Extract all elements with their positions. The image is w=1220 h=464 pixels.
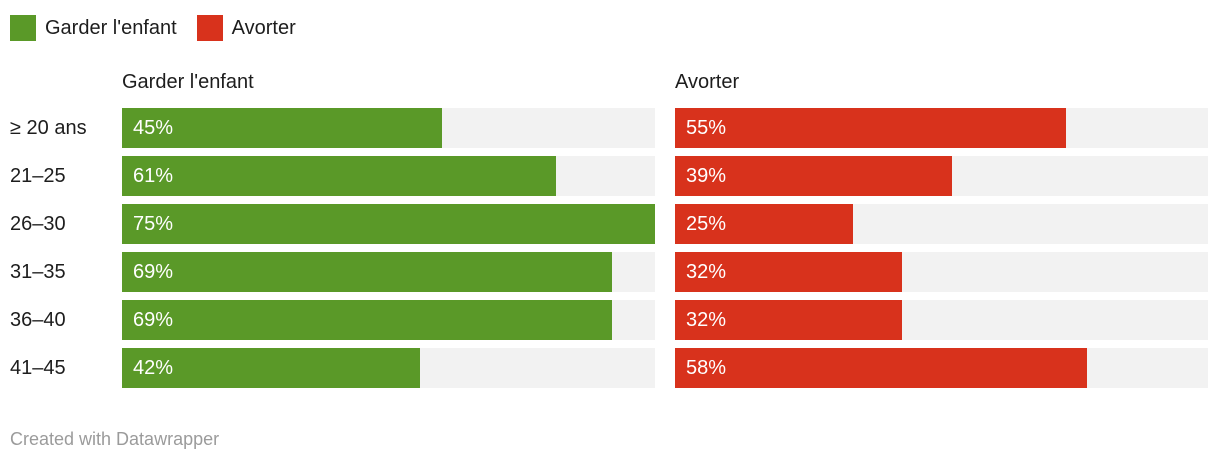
column-gap bbox=[655, 156, 675, 196]
legend-item-avorter: Avorter bbox=[196, 15, 296, 41]
column-gap bbox=[655, 108, 675, 148]
bar-track: 45% bbox=[122, 108, 655, 148]
bar-fill: 32% bbox=[675, 252, 903, 292]
column-gap bbox=[655, 300, 675, 340]
column-headers: Garder l'enfant Avorter bbox=[10, 70, 1208, 94]
column-header-avorter: Avorter bbox=[675, 71, 740, 93]
legend-item-garder: Garder l'enfant bbox=[10, 15, 177, 41]
bar-fill: 42% bbox=[122, 348, 421, 388]
bar-track: 69% bbox=[122, 300, 655, 340]
bar-fill: 75% bbox=[122, 204, 655, 244]
bar-track: 32% bbox=[675, 252, 1208, 292]
row-label: 41–45 bbox=[10, 356, 66, 379]
bar-track: 69% bbox=[122, 252, 655, 292]
bar-value-label: 55% bbox=[686, 116, 727, 139]
bar-track: 25% bbox=[675, 204, 1208, 244]
bar-value-label: 69% bbox=[133, 308, 174, 331]
bar-fill: 25% bbox=[675, 204, 853, 244]
bar-rows: ≥ 20 ans 45% 55% 21–25 61% 39% 26–30 75% 25% 31–3… bbox=[10, 108, 1208, 388]
bar-fill: 69% bbox=[122, 300, 613, 340]
bar-value-label: 45% bbox=[133, 116, 174, 139]
table-row: 21–25 61% 39% bbox=[10, 156, 1208, 196]
bar-track: 61% bbox=[122, 156, 655, 196]
column-header-garder: Garder l'enfant bbox=[122, 71, 254, 93]
footer: Created with Datawrapper bbox=[10, 428, 1208, 450]
bar-value-label: 75% bbox=[133, 212, 174, 235]
bar-track: 58% bbox=[675, 348, 1208, 388]
bar-track: 32% bbox=[675, 300, 1208, 340]
bar-track: 55% bbox=[675, 108, 1208, 148]
table-row: 31–35 69% 32% bbox=[10, 252, 1208, 292]
table-row: 41–45 42% 58% bbox=[10, 348, 1208, 388]
bar-value-label: 39% bbox=[686, 164, 727, 187]
row-label: 36–40 bbox=[10, 308, 66, 331]
table-row: ≥ 20 ans 45% 55% bbox=[10, 108, 1208, 148]
row-label: 31–35 bbox=[10, 260, 66, 283]
row-label: ≥ 20 ans bbox=[10, 116, 87, 139]
bar-fill: 58% bbox=[675, 348, 1088, 388]
column-gap bbox=[655, 348, 675, 388]
column-gap bbox=[655, 204, 675, 244]
bar-fill: 61% bbox=[122, 156, 556, 196]
bar-value-label: 25% bbox=[686, 212, 727, 235]
bar-fill: 69% bbox=[122, 252, 613, 292]
bar-value-label: 32% bbox=[686, 308, 727, 331]
row-label: 26–30 bbox=[10, 212, 66, 235]
table-row: 36–40 69% 32% bbox=[10, 300, 1208, 340]
bar-value-label: 58% bbox=[686, 356, 727, 379]
bar-track: 75% bbox=[122, 204, 655, 244]
bar-value-label: 61% bbox=[133, 164, 174, 187]
legend-swatch-red bbox=[196, 15, 223, 41]
bar-value-label: 32% bbox=[686, 260, 727, 283]
bar-fill: 55% bbox=[675, 108, 1066, 148]
legend: Garder l'enfant Avorter bbox=[10, 0, 1208, 42]
legend-label: Garder l'enfant bbox=[45, 16, 177, 39]
bar-fill: 32% bbox=[675, 300, 903, 340]
bar-value-label: 69% bbox=[133, 260, 174, 283]
datawrapper-credit-link[interactable]: Created with Datawrapper bbox=[10, 429, 220, 449]
bar-fill: 45% bbox=[122, 108, 442, 148]
bar-track: 39% bbox=[675, 156, 1208, 196]
table-row: 26–30 75% 25% bbox=[10, 204, 1208, 244]
legend-label: Avorter bbox=[231, 16, 296, 39]
column-gap bbox=[655, 252, 675, 292]
row-label: 21–25 bbox=[10, 164, 66, 187]
bar-track: 42% bbox=[122, 348, 655, 388]
bar-fill: 39% bbox=[675, 156, 953, 196]
bar-value-label: 42% bbox=[133, 356, 174, 379]
legend-swatch-green bbox=[10, 15, 36, 41]
